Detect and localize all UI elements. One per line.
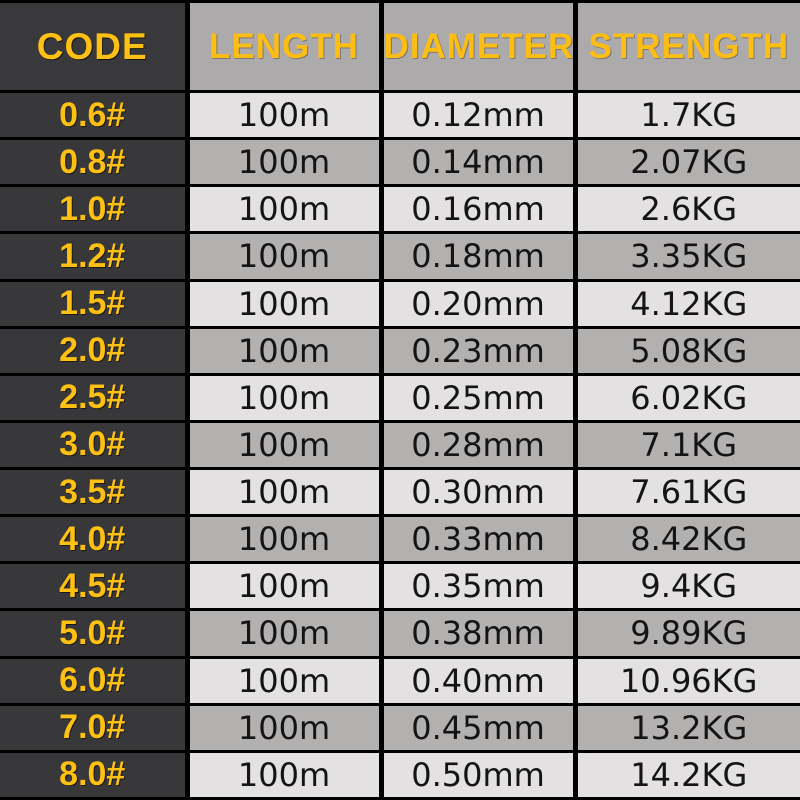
cell-code: 1.2# (0, 231, 189, 282)
table-row: 5.0# 100m 0.38mm 9.89KG (0, 608, 800, 659)
cell-code: 1.5# (0, 278, 189, 329)
table-row: 1.5# 100m 0.20mm 4.12KG (0, 278, 800, 329)
cell-strength: 9.89KG (572, 608, 800, 659)
cell-code: 8.0# (0, 749, 189, 800)
cell-diameter: 0.20mm (378, 278, 577, 329)
cell-strength: 3.35KG (572, 231, 800, 282)
cell-code: 4.0# (0, 514, 189, 565)
table-row: 3.5# 100m 0.30mm 7.61KG (0, 466, 800, 518)
cell-length: 100m (184, 278, 383, 329)
cell-strength: 13.2KG (572, 702, 800, 753)
cell-length: 100m (184, 702, 383, 753)
header-cell-diameter: DIAMETER (378, 0, 577, 93)
cell-diameter: 0.18mm (378, 231, 577, 282)
cell-length: 100m (184, 655, 383, 706)
table-row: 1.2# 100m 0.18mm 3.35KG (0, 231, 800, 282)
cell-diameter: 0.33mm (378, 514, 577, 565)
table-row: 2.5# 100m 0.25mm 6.02KG (0, 372, 800, 423)
cell-code: 0.6# (0, 89, 189, 141)
header-cell-code: CODE (0, 0, 189, 93)
cell-diameter: 0.12mm (378, 89, 577, 141)
cell-strength: 7.1KG (572, 419, 800, 471)
cell-code: 3.0# (0, 419, 189, 471)
cell-code: 5.0# (0, 608, 189, 659)
cell-code: 3.5# (0, 466, 189, 518)
cell-diameter: 0.50mm (378, 749, 577, 800)
cell-strength: 8.42KG (572, 514, 800, 565)
cell-strength: 14.2KG (572, 749, 800, 800)
cell-diameter: 0.45mm (378, 702, 577, 753)
cell-diameter: 0.35mm (378, 561, 577, 612)
cell-diameter: 0.14mm (378, 137, 577, 188)
table-row: 7.0# 100m 0.45mm 13.2KG (0, 702, 800, 753)
cell-length: 100m (184, 89, 383, 141)
header-cell-length: LENGTH (184, 0, 383, 93)
table-row: 3.0# 100m 0.28mm 7.1KG (0, 419, 800, 471)
cell-strength: 7.61KG (572, 466, 800, 518)
cell-code: 2.5# (0, 372, 189, 423)
header-cell-strength: STRENGTH (572, 0, 800, 93)
cell-code: 6.0# (0, 655, 189, 706)
header-row: CODE LENGTH DIAMETER STRENGTH (0, 0, 800, 93)
cell-length: 100m (184, 184, 383, 235)
cell-length: 100m (184, 137, 383, 188)
cell-length: 100m (184, 561, 383, 612)
cell-length: 100m (184, 325, 383, 376)
cell-strength: 4.12KG (572, 278, 800, 329)
cell-strength: 2.6KG (572, 184, 800, 235)
cell-diameter: 0.40mm (378, 655, 577, 706)
cell-code: 7.0# (0, 702, 189, 753)
cell-length: 100m (184, 231, 383, 282)
cell-code: 1.0# (0, 184, 189, 235)
cell-strength: 9.4KG (572, 561, 800, 612)
cell-diameter: 0.16mm (378, 184, 577, 235)
cell-strength: 10.96KG (572, 655, 800, 706)
cell-length: 100m (184, 419, 383, 471)
table-row: 4.5# 100m 0.35mm 9.4KG (0, 561, 800, 612)
cell-length: 100m (184, 514, 383, 565)
cell-diameter: 0.23mm (378, 325, 577, 376)
table-row: 6.0# 100m 0.40mm 10.96KG (0, 655, 800, 706)
cell-strength: 5.08KG (572, 325, 800, 376)
cell-strength: 6.02KG (572, 372, 800, 423)
table-row: 8.0# 100m 0.50mm 14.2KG (0, 749, 800, 800)
cell-code: 4.5# (0, 561, 189, 612)
cell-code: 2.0# (0, 325, 189, 376)
cell-length: 100m (184, 466, 383, 518)
cell-diameter: 0.28mm (378, 419, 577, 471)
table-row: 0.6# 100m 0.12mm 1.7KG (0, 89, 800, 141)
cell-diameter: 0.30mm (378, 466, 577, 518)
cell-strength: 2.07KG (572, 137, 800, 188)
cell-strength: 1.7KG (572, 89, 800, 141)
cell-length: 100m (184, 608, 383, 659)
cell-code: 0.8# (0, 137, 189, 188)
table-row: 2.0# 100m 0.23mm 5.08KG (0, 325, 800, 376)
table-row: 1.0# 100m 0.16mm 2.6KG (0, 184, 800, 235)
cell-diameter: 0.38mm (378, 608, 577, 659)
cell-length: 100m (184, 372, 383, 423)
table-row: 0.8# 100m 0.14mm 2.07KG (0, 137, 800, 188)
cell-length: 100m (184, 749, 383, 800)
table-row: 4.0# 100m 0.33mm 8.42KG (0, 514, 800, 565)
cell-diameter: 0.25mm (378, 372, 577, 423)
